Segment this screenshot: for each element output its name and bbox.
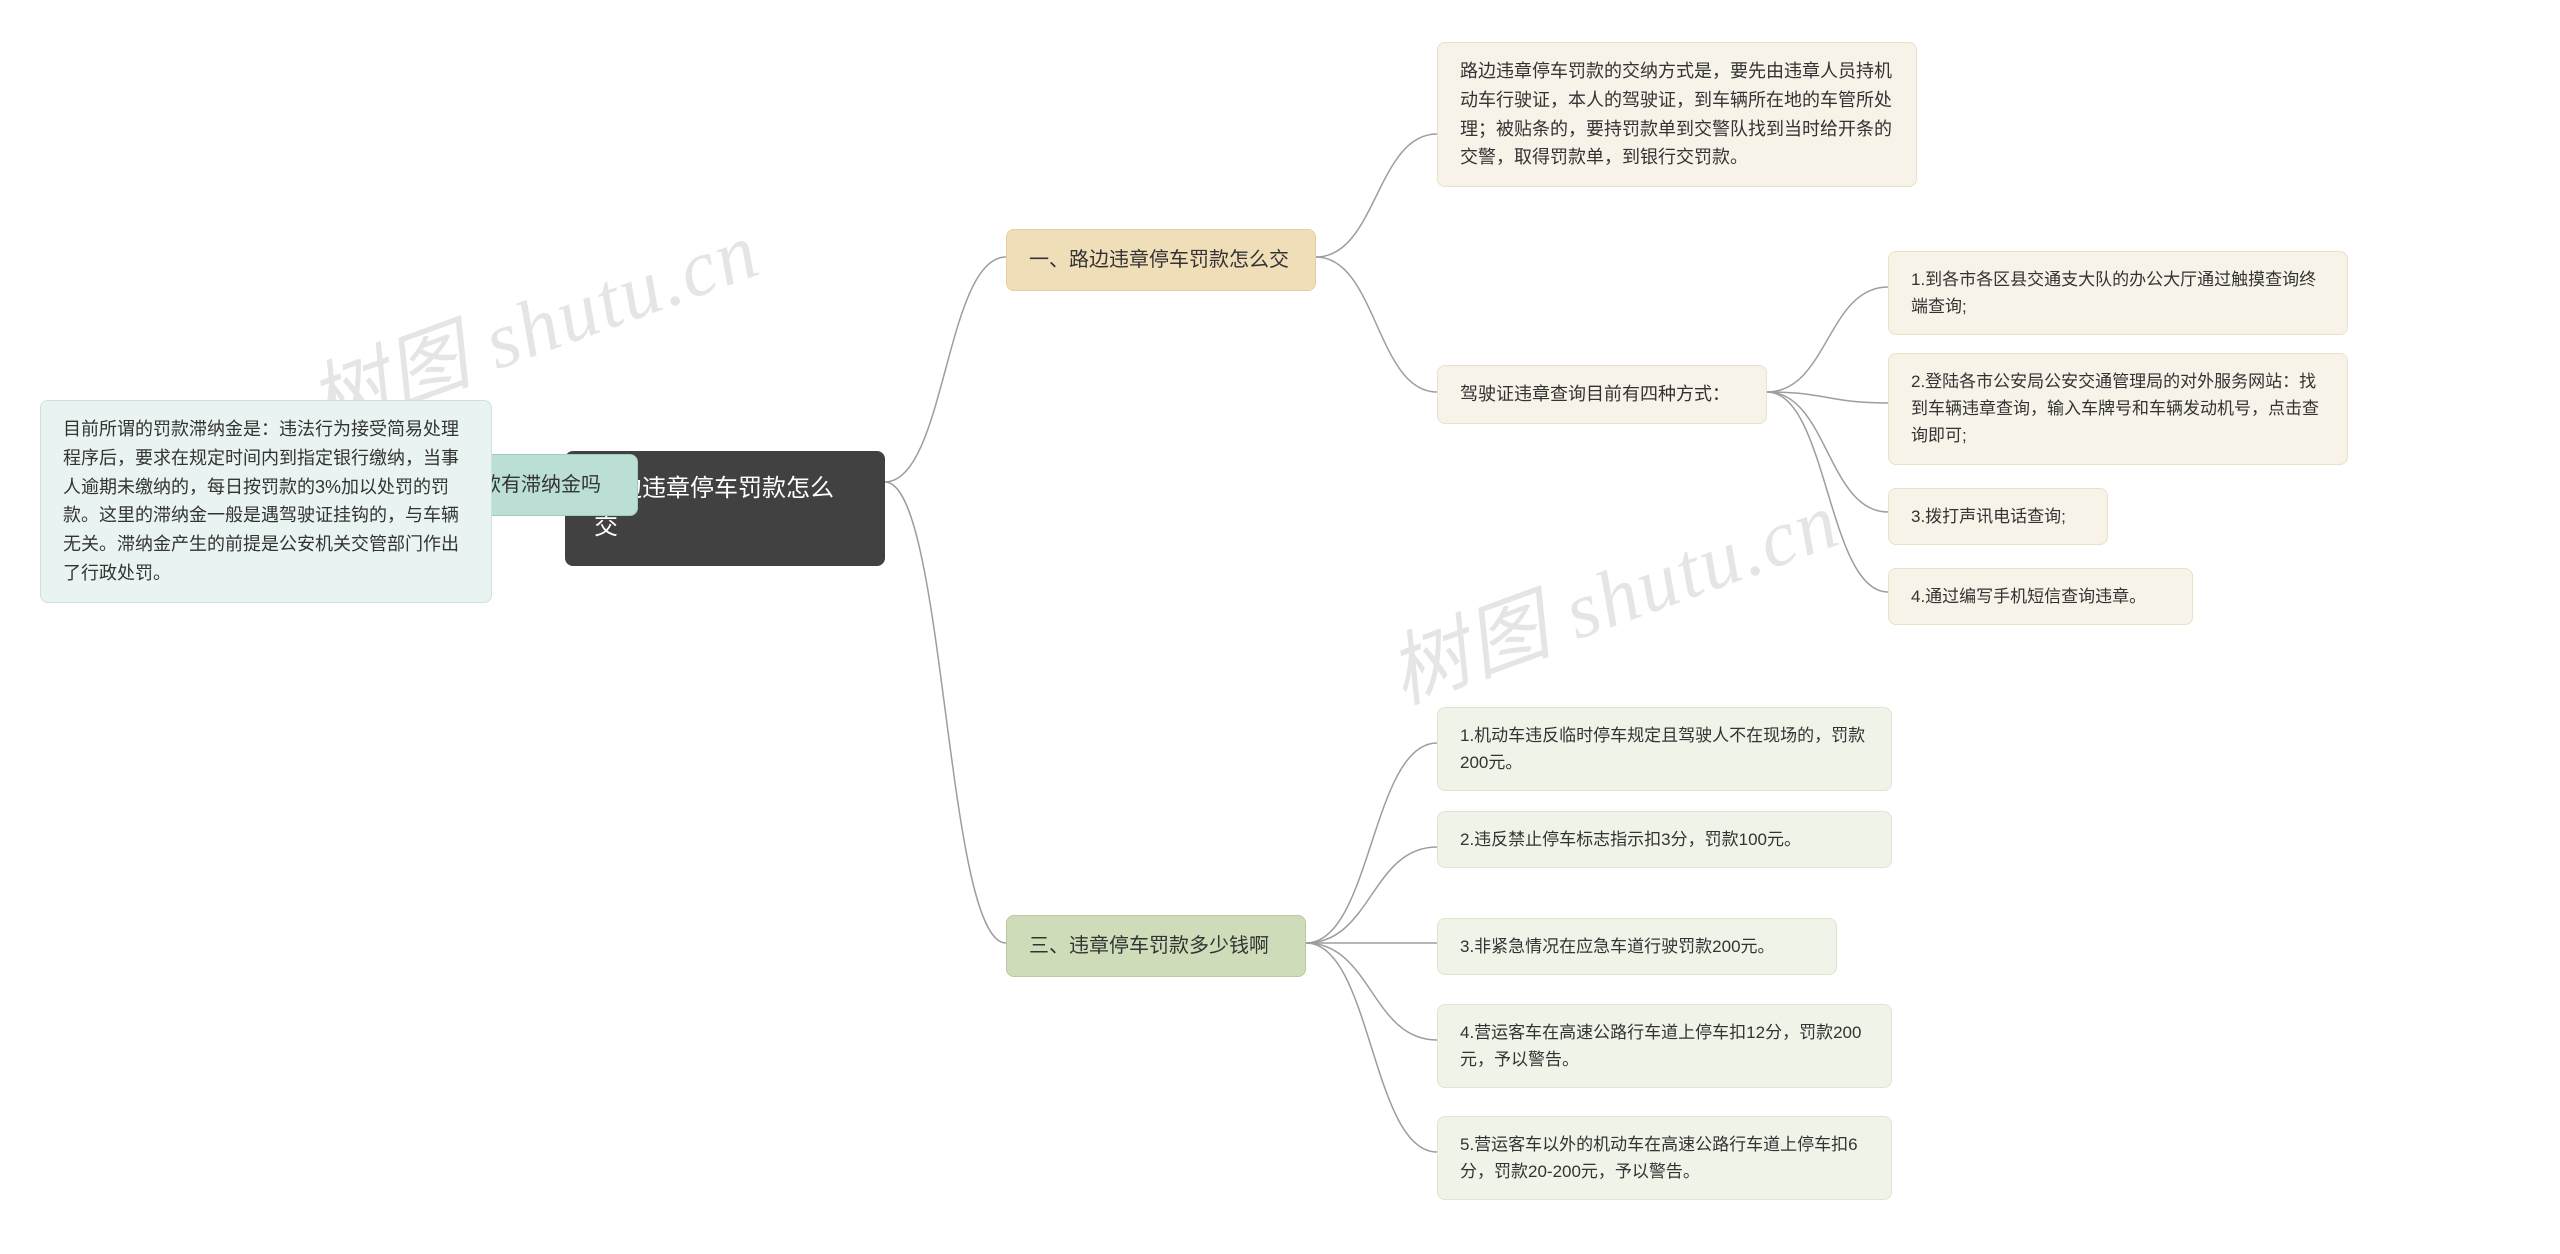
watermark: 树图 shutu.cn	[1370, 456, 1852, 726]
leaf-b1c1: 路边违章停车罚款的交纳方式是，要先由违章人员持机动车行驶证，本人的驾驶证，到车辆…	[1437, 42, 1917, 187]
branch-b1: 一、路边违章停车罚款怎么交	[1006, 229, 1316, 291]
leaf-b3c5: 5.营运客车以外的机动车在高速公路行车道上停车扣6分，罚款20-200元，予以警…	[1437, 1116, 1892, 1200]
leaf-b1c2b: 2.登陆各市公安局公安交通管理局的对外服务网站：找到车辆违章查询，输入车牌号和车…	[1888, 353, 2348, 465]
leaf-b3c3: 3.非紧急情况在应急车道行驶罚款200元。	[1437, 918, 1837, 975]
leaf-b1c2c: 3.拨打声讯电话查询;	[1888, 488, 2108, 545]
leaf-b2c1: 目前所谓的罚款滞纳金是：违法行为接受简易处理程序后，要求在规定时间内到指定银行缴…	[40, 400, 492, 603]
leaf-b3c2: 2.违反禁止停车标志指示扣3分，罚款100元。	[1437, 811, 1892, 868]
branch-b3: 三、违章停车罚款多少钱啊	[1006, 915, 1306, 977]
leaf-b1c2: 驾驶证违章查询目前有四种方式：	[1437, 365, 1767, 424]
leaf-b3c1: 1.机动车违反临时停车规定且驾驶人不在现场的，罚款200元。	[1437, 707, 1892, 791]
leaf-b1c2d: 4.通过编写手机短信查询违章。	[1888, 568, 2193, 625]
leaf-b1c2a: 1.到各市各区县交通支大队的办公大厅通过触摸查询终端查询;	[1888, 251, 2348, 335]
leaf-b3c4: 4.营运客车在高速公路行车道上停车扣12分，罚款200元，予以警告。	[1437, 1004, 1892, 1088]
connector-layer	[0, 0, 2560, 1254]
